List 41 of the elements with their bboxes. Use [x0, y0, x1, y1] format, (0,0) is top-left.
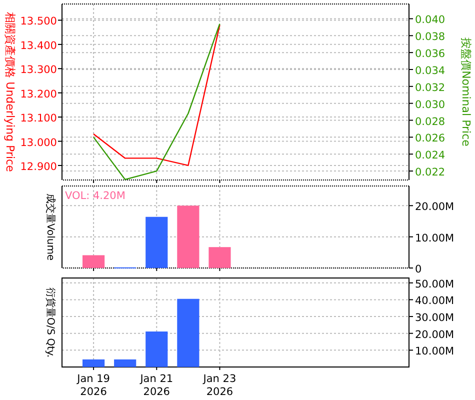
x-tick-label: Jan 23 2026	[202, 373, 236, 398]
y2-tick-label: 20.00M	[415, 328, 454, 341]
y2-tick-label: 50.00M	[415, 278, 454, 290]
y-axis-title: 成交量Volume	[44, 193, 56, 261]
bar	[114, 359, 136, 367]
y2-tick-label: 0.040	[415, 14, 446, 26]
y2-tick-label: 0.022	[415, 166, 446, 179]
y-tick-label: 13.300	[20, 64, 57, 76]
bar	[146, 332, 168, 367]
y-tick-label: 13.000	[20, 136, 57, 149]
y-axis-title: 衍貨量O/S Qty.	[44, 287, 56, 358]
y2-tick-label: 10.00M	[415, 232, 454, 244]
y-tick-label: 13.200	[20, 88, 57, 100]
y2-tick-label: 20.00M	[415, 201, 454, 214]
y2-tick-label: 0.026	[415, 132, 446, 145]
x-tick-label: Jan 21 2026	[139, 373, 174, 398]
y2-tick-label: 0.030	[415, 98, 446, 111]
bar	[177, 206, 200, 268]
y2-tick-label: 10.00M	[415, 346, 454, 358]
y-tick-label: 13.500	[20, 16, 57, 28]
y2-tick-label: 40.00M	[415, 295, 454, 308]
y2-tick-label: 0.028	[415, 116, 446, 128]
bar	[208, 247, 231, 268]
x-tick-label: Jan 19 2026	[76, 373, 110, 398]
y2-tick-label: 30.00M	[415, 312, 454, 324]
y-tick-label: 13.100	[20, 112, 57, 125]
y-tick-label: 13.400	[20, 40, 57, 52]
bar	[177, 298, 200, 367]
y-axis-title: 相關資產價格 Underlying Price	[4, 12, 16, 172]
y2-tick-label: 0.034	[415, 64, 446, 77]
bar	[82, 255, 105, 268]
y2-tick-label: 0.024	[415, 150, 446, 162]
y2-tick-label: 0.032	[415, 82, 446, 94]
y-tick-label: 12.900	[20, 160, 57, 173]
y2-tick-label: 0	[415, 264, 422, 276]
y2-axis-title: 按盤價Nominal Price	[460, 38, 472, 147]
bar	[146, 216, 168, 268]
annotation: VOL: 4.20M	[65, 190, 126, 202]
bar	[82, 359, 105, 367]
y2-tick-label: 0.038	[415, 31, 446, 44]
y2-tick-label: 0.036	[415, 48, 446, 60]
